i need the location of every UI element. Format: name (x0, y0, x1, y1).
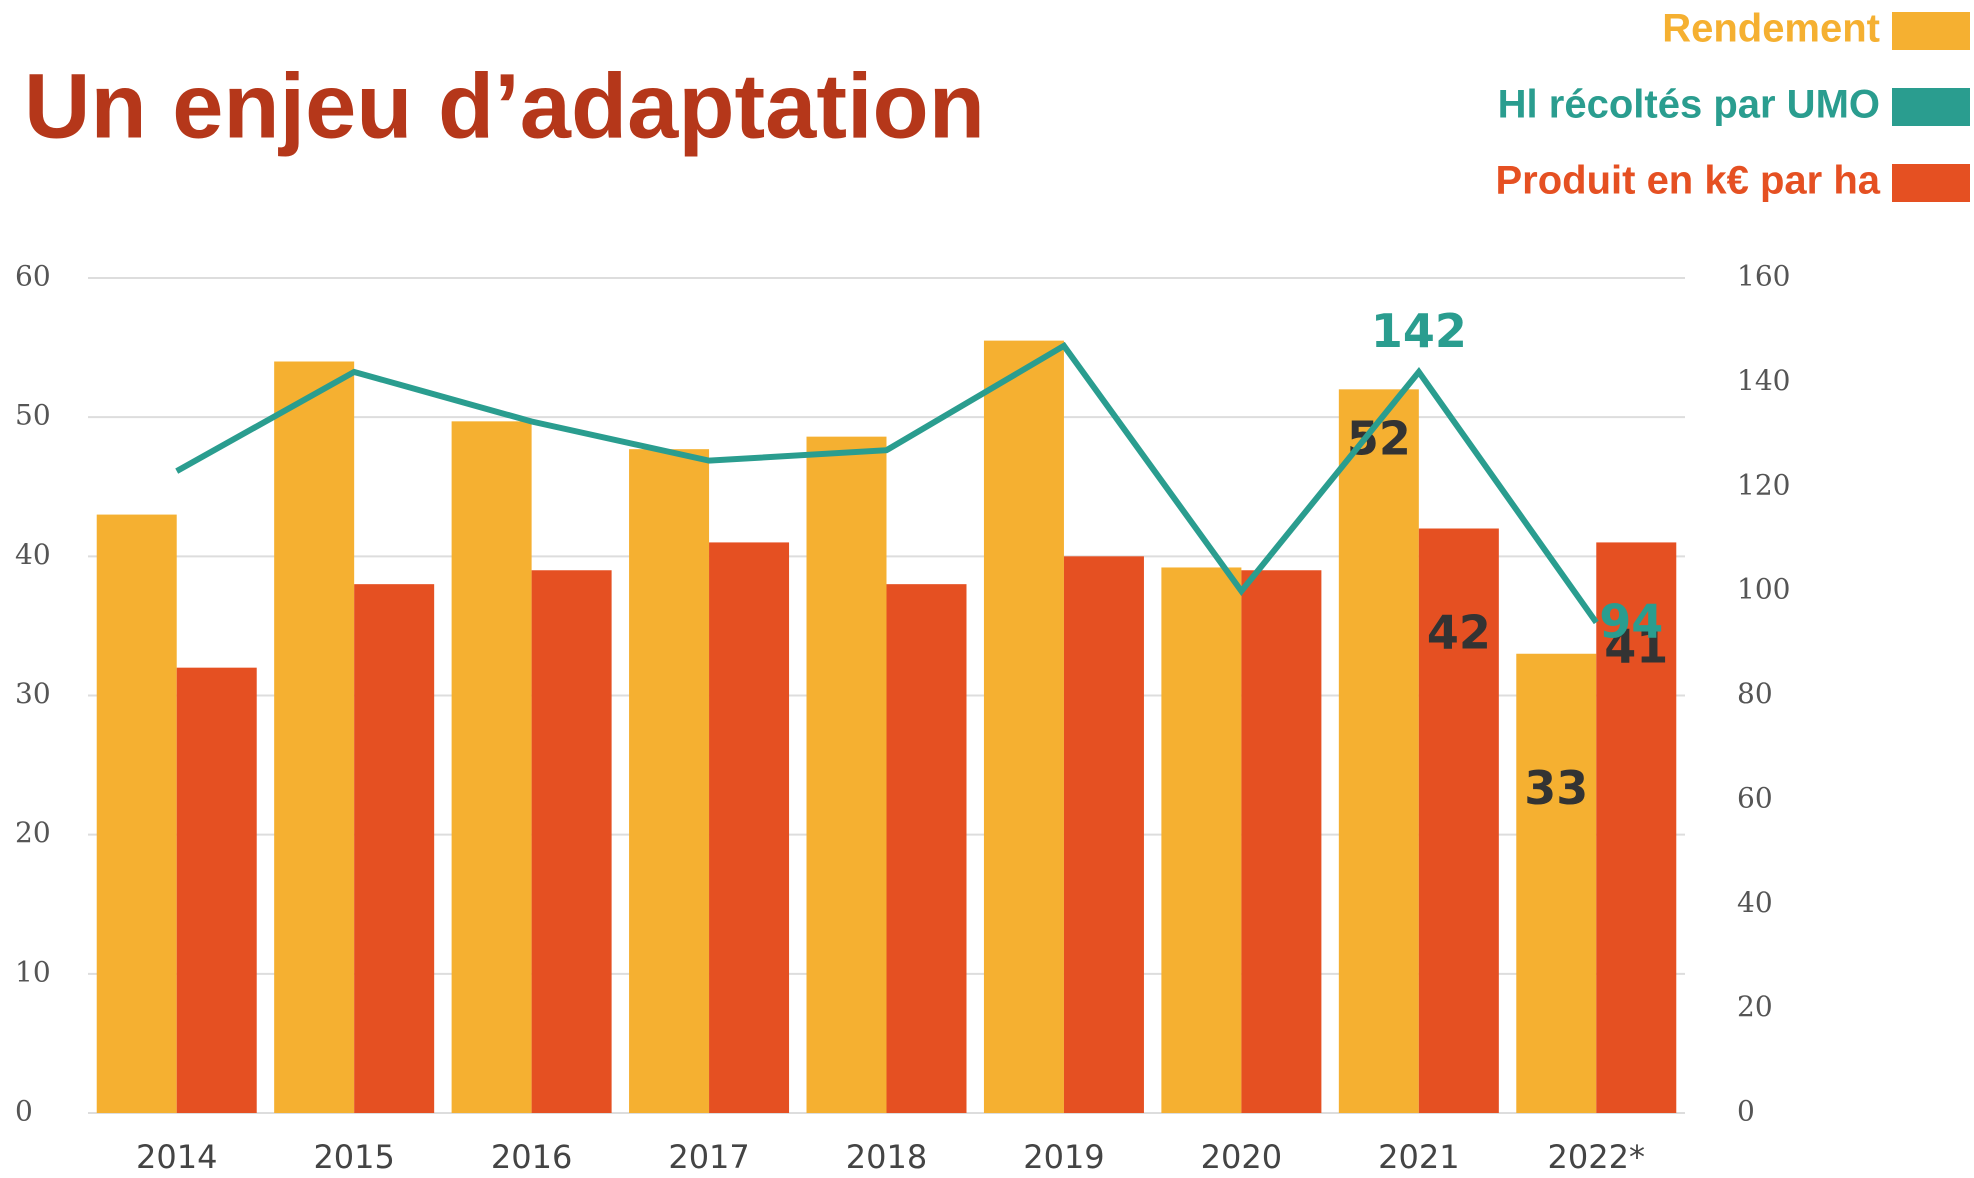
x-tick-label: 2014 (136, 1138, 217, 1176)
data-label: 33 (1524, 761, 1588, 815)
bar (629, 449, 709, 1113)
bar (354, 584, 434, 1113)
y-tick-label: 40 (15, 538, 51, 571)
chart: Un enjeu d’adaptation 0 10 20 30 40 50 60 0 20 40… (0, 0, 1974, 1178)
bar (807, 437, 887, 1113)
bar (887, 584, 967, 1113)
bar (532, 570, 612, 1113)
bar (1241, 570, 1321, 1113)
x-tick-label: 2018 (846, 1138, 927, 1176)
y2-tick-label: 140 (1737, 364, 1790, 397)
x-tick-label: 2020 (1201, 1138, 1282, 1176)
legend-label: Produit en k€ par ha (1495, 159, 1880, 203)
x-tick-label: 2019 (1023, 1138, 1104, 1176)
bar (177, 668, 257, 1113)
x-tick-label: 2021 (1378, 1138, 1459, 1176)
x-tick-label: 2015 (313, 1138, 394, 1176)
data-label: 94 (1599, 594, 1663, 648)
bar (97, 515, 177, 1113)
y2-tick-label: 40 (1737, 886, 1773, 919)
legend-label: Hl récoltés par UMO (1498, 83, 1880, 127)
data-label: 42 (1427, 606, 1491, 660)
bar (1064, 556, 1144, 1113)
bar (1161, 567, 1241, 1113)
y-tick-label: 0 (15, 1095, 33, 1128)
bar (984, 341, 1064, 1113)
legend-swatch (1892, 164, 1970, 202)
y2-tick-label: 120 (1737, 468, 1790, 501)
x-tick-label: 2022* (1548, 1138, 1645, 1176)
y-tick-label: 20 (15, 816, 51, 849)
legend-swatch (1892, 88, 1970, 126)
legend-label: Rendement (1662, 7, 1880, 51)
y2-tick-label: 100 (1737, 573, 1790, 606)
y2-tick-label: 20 (1737, 990, 1773, 1023)
bar (452, 421, 532, 1113)
x-tick-label: 2017 (668, 1138, 749, 1176)
y2-tick-label: 160 (1737, 260, 1790, 293)
legend-swatch (1892, 12, 1970, 50)
y2-tick-label: 0 (1737, 1095, 1755, 1128)
y-tick-label: 10 (15, 955, 51, 988)
y2-tick-label: 80 (1737, 677, 1773, 710)
y-tick-label: 60 (15, 260, 51, 293)
y-tick-label: 30 (15, 677, 51, 710)
bar (709, 542, 789, 1113)
y2-tick-label: 60 (1737, 781, 1773, 814)
bar (274, 362, 354, 1114)
chart-title: Un enjeu d’adaptation (24, 55, 985, 157)
x-tick-label: 2016 (491, 1138, 572, 1176)
data-label: 142 (1371, 304, 1467, 358)
y-tick-label: 50 (15, 399, 51, 432)
bar (1516, 654, 1596, 1113)
bar (1339, 389, 1419, 1113)
